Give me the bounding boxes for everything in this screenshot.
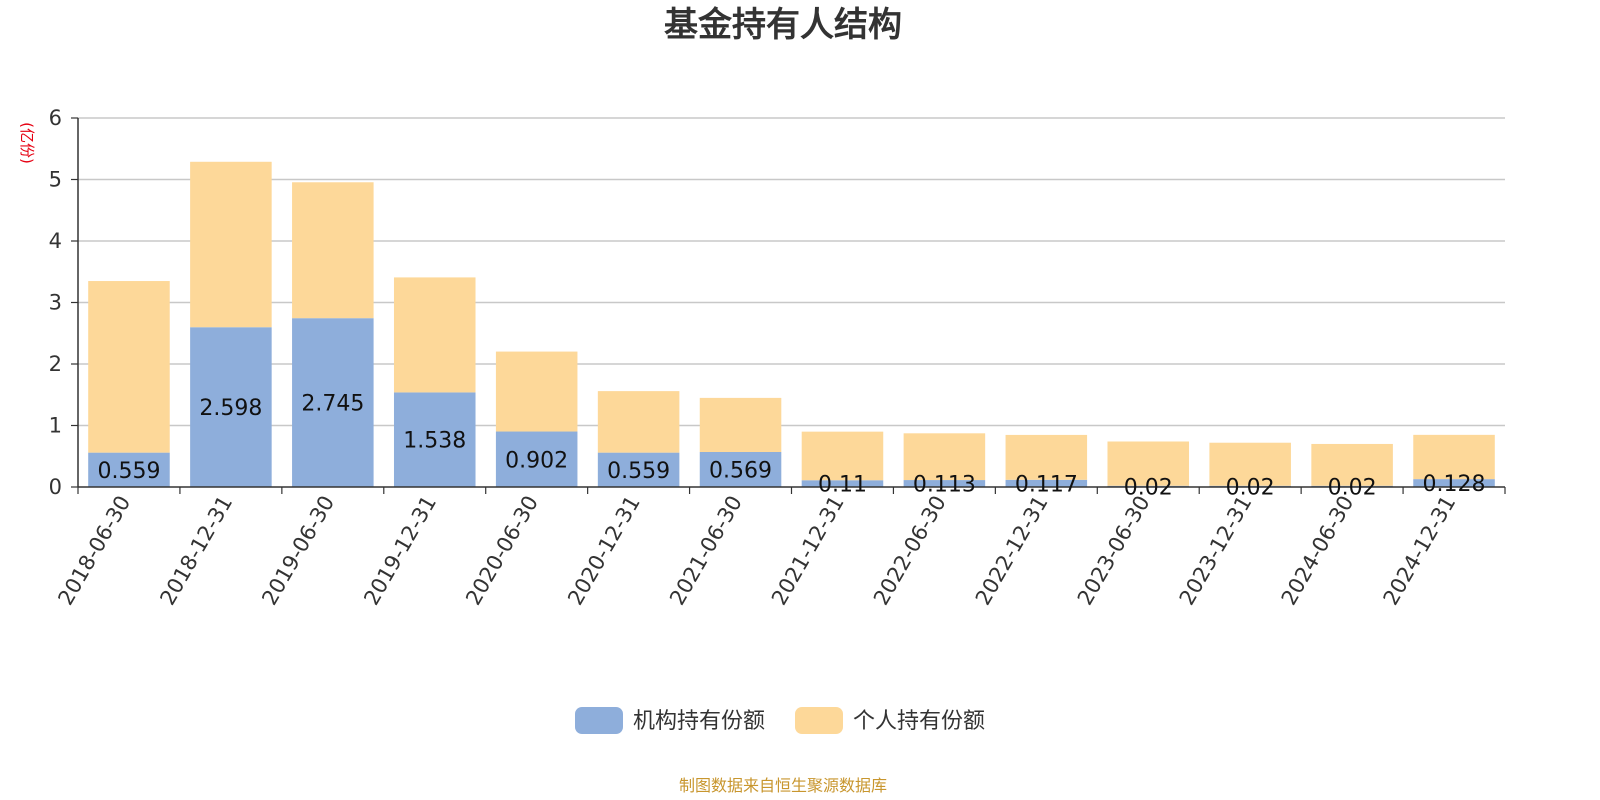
bar-institutional[interactable] [1413, 479, 1495, 487]
y-tick-label: 5 [49, 168, 62, 192]
bar-individual[interactable] [1005, 434, 1088, 480]
x-tick-label: 2022-12-31 [971, 492, 1053, 610]
bar-individual[interactable] [190, 161, 272, 328]
x-tick-label: 2023-12-31 [1175, 492, 1257, 610]
y-tick-label: 4 [49, 229, 62, 253]
x-tick-label: 2023-06-30 [1073, 492, 1155, 610]
y-unit-label: (亿份) [18, 122, 36, 164]
data-label: 0.569 [709, 459, 772, 484]
bar-institutional[interactable] [495, 431, 578, 487]
data-label: 0.128 [1423, 472, 1486, 497]
bar-individual[interactable] [1107, 441, 1190, 486]
x-tick-label: 2024-12-31 [1379, 492, 1461, 610]
bar-individual[interactable] [495, 351, 578, 432]
legend-label: 个人持有份额 [853, 709, 985, 734]
data-label: 0.11 [818, 473, 867, 498]
bar-individual[interactable] [597, 391, 680, 453]
data-label: 0.02 [1124, 475, 1173, 500]
x-tick-label: 2020-06-30 [461, 492, 543, 610]
x-tick-label: 2020-12-31 [563, 492, 645, 610]
data-labels: 0.559 2.598 2.745 1.538 0.902 0.559 0.569 0.11 0… [97, 392, 1485, 501]
source-note: 制图数据来自恒生聚源数据库 [679, 776, 887, 795]
x-tick-label: 2018-06-30 [53, 492, 135, 610]
bar-individual[interactable] [1209, 442, 1291, 486]
x-tick-label: 2019-06-30 [257, 492, 339, 610]
data-label: 0.559 [607, 459, 670, 484]
y-tick-label: 0 [49, 475, 62, 499]
bar-institutional[interactable] [699, 452, 782, 487]
data-label: 0.902 [505, 448, 568, 473]
x-tick-label: 2022-06-30 [869, 491, 951, 609]
bar-institutional[interactable] [190, 327, 272, 487]
x-tick-label: 2024-06-30 [1277, 492, 1359, 610]
bar-institutional[interactable] [903, 480, 986, 487]
bar-individual[interactable] [292, 182, 374, 319]
data-label: 0.559 [97, 459, 160, 484]
bar-institutional[interactable] [597, 452, 680, 487]
x-tick-label: 2021-12-31 [767, 492, 849, 610]
chart-title: 基金持有人结构 [664, 5, 902, 45]
bar-individual[interactable] [903, 433, 986, 481]
bar-institutional[interactable] [292, 318, 374, 487]
legend-label: 机构持有份额 [633, 709, 765, 734]
bar-institutional[interactable] [1005, 479, 1088, 487]
x-axis-ticks: 2018-06-30 2018-12-31 2019-06-30 2019-12-31… [53, 487, 1506, 610]
bar-institutional[interactable] [393, 392, 476, 487]
data-label: 0.02 [1328, 475, 1377, 500]
data-label: 0.117 [1015, 472, 1078, 497]
x-tick-label: 2019-12-31 [359, 492, 441, 610]
legend[interactable]: 机构持有份额 个人持有份额 [575, 707, 985, 734]
data-label: 2.598 [199, 396, 262, 421]
bar-institutional[interactable] [801, 480, 884, 487]
y-tick-label: 2 [49, 352, 62, 376]
y-axis-ticks: 0 1 2 3 4 5 6 [49, 106, 78, 499]
data-label: 0.02 [1226, 475, 1275, 500]
x-tick-label: 2021-06-30 [665, 492, 747, 610]
legend-swatch [575, 707, 623, 734]
y-tick-label: 3 [49, 291, 62, 315]
bar-institutional[interactable] [88, 452, 170, 487]
legend-item-individual[interactable]: 个人持有份额 [795, 707, 985, 734]
bar-individual[interactable] [88, 281, 170, 453]
bars [88, 161, 1495, 487]
legend-swatch [795, 707, 843, 734]
data-label: 0.113 [913, 473, 976, 498]
bar-individual[interactable] [1413, 434, 1495, 480]
legend-item-institutional[interactable]: 机构持有份额 [575, 707, 765, 734]
y-tick-label: 1 [49, 414, 62, 438]
bar-individual[interactable] [801, 431, 884, 481]
x-tick-label: 2018-12-31 [155, 492, 237, 610]
bar-individual[interactable] [699, 397, 782, 453]
y-tick-label: 6 [49, 106, 62, 130]
data-label: 2.745 [301, 392, 364, 417]
bar-individual[interactable] [393, 277, 476, 393]
data-label: 1.538 [403, 429, 466, 454]
bar-individual[interactable] [1311, 443, 1393, 486]
